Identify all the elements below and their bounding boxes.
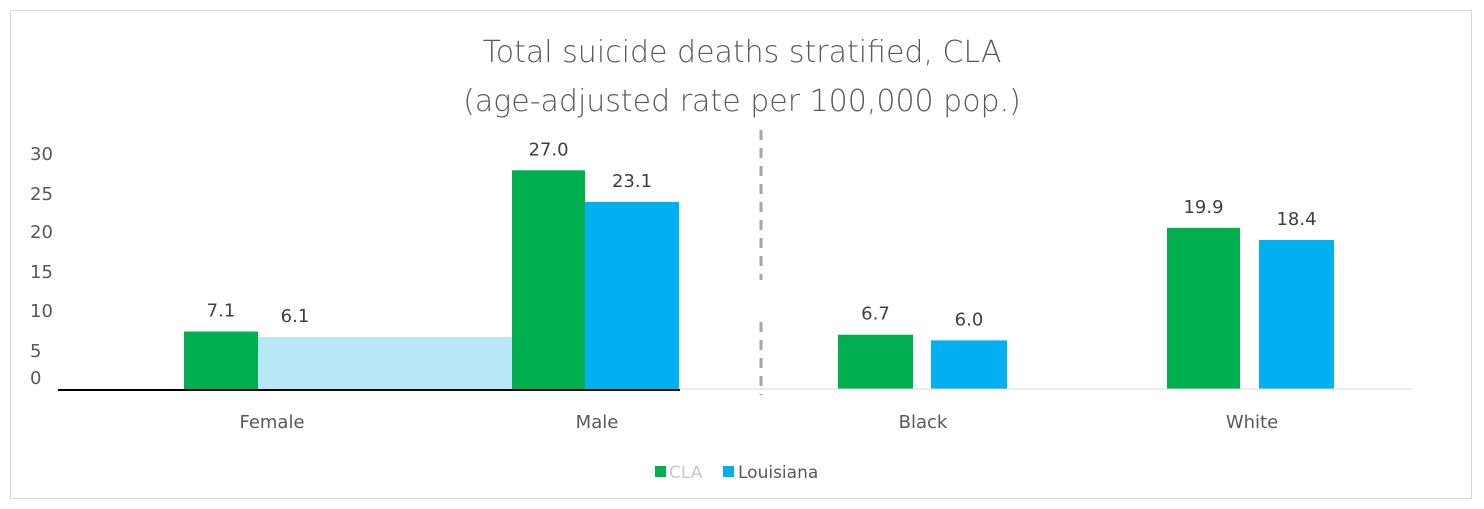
data-labels: 7.1 6.1 27.0 23.1 6.7 6.0 19.9 18.4 <box>207 139 1317 330</box>
y-tick-label: 5 <box>30 341 41 362</box>
y-tick-label: 25 <box>30 184 53 205</box>
data-label: 6.7 <box>861 304 890 325</box>
legend: CLA Louisiana <box>655 463 818 483</box>
data-label: 18.4 <box>1276 209 1316 230</box>
y-tick-label: 0 <box>30 368 41 389</box>
data-label: 7.1 <box>207 300 236 321</box>
bar-cla-white <box>1167 227 1240 389</box>
y-tick-label: 10 <box>30 301 53 322</box>
legend-label-cla: CLA <box>669 463 703 483</box>
bar-louisiana-white <box>1259 239 1334 389</box>
bar-louisiana-male <box>585 201 679 389</box>
data-label: 19.9 <box>1183 197 1223 218</box>
data-label: 6.1 <box>281 306 310 327</box>
y-tick-label: 15 <box>30 262 53 283</box>
legend-swatch-cla <box>655 466 666 477</box>
x-category-label: White <box>1226 412 1278 433</box>
y-tick-label: 30 <box>30 144 53 165</box>
data-label: 23.1 <box>612 171 652 192</box>
data-label: 6.0 <box>955 309 984 330</box>
x-category-label: Black <box>899 412 948 433</box>
x-axis-line <box>58 388 1412 391</box>
legend-label-louisiana: Louisiana <box>738 463 818 483</box>
data-label: 27.0 <box>528 139 568 160</box>
legend-swatch-louisiana <box>723 466 734 477</box>
bars <box>184 170 1334 389</box>
y-axis: 0 5 10 15 20 25 30 <box>30 144 53 389</box>
x-axis-categories: Female Male Black White <box>239 412 1278 433</box>
bar-cla-male <box>512 170 585 389</box>
x-category-label: Male <box>576 412 619 433</box>
bar-louisiana-black <box>931 340 1007 389</box>
y-tick-label: 20 <box>30 222 53 243</box>
bar-louisiana-female <box>258 337 332 389</box>
chart-title-line-1: Total suicide deaths stratified, CLA <box>483 35 1002 70</box>
x-category-label: Female <box>239 412 304 433</box>
bar-cla-female <box>184 331 258 389</box>
bar-cla-black <box>838 334 913 389</box>
chart-title-line-2: (age-adjusted rate per 100,000 pop.) <box>463 84 1021 119</box>
